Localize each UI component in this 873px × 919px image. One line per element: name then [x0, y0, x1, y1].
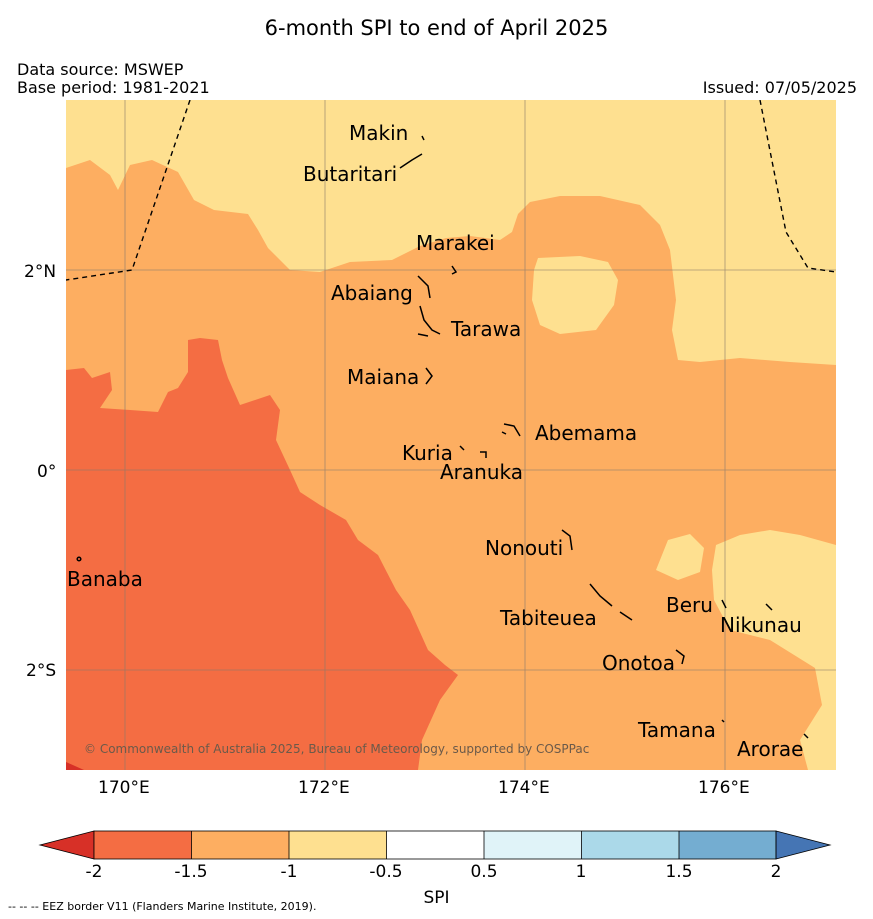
- colorbar-tick: -1: [280, 862, 298, 882]
- colorbar-extend-low: [38, 830, 95, 860]
- place-label-kuria: Kuria: [402, 441, 453, 465]
- copyright-credit: © Commonwealth of Australia 2025, Bureau…: [84, 742, 590, 756]
- eez-legend-note: -- -- -- EEZ border V11 (Flanders Marine…: [8, 900, 317, 913]
- spi-zone-severely-dry: [66, 338, 458, 770]
- lat-label-2n: 2°N: [24, 262, 57, 282]
- nikunau-island-shape: [765, 603, 773, 611]
- place-label-tarawa: Tarawa: [451, 317, 522, 341]
- lat-label-2s: 2°S: [26, 661, 57, 681]
- onotoa-island-shape: [675, 649, 685, 665]
- colorbar-extend-high: [775, 830, 832, 860]
- eez-border: [66, 100, 836, 281]
- base-period-label: Base period: 1981-2021: [17, 78, 210, 97]
- data-source-label: Data source: MSWEP: [17, 60, 184, 79]
- arorae-island-shape: [803, 733, 809, 739]
- colorbar-segment: [581, 831, 679, 859]
- banaba-island-shape: [76, 556, 82, 562]
- colorbar-segment: [191, 831, 289, 859]
- colorbar-tick: -1.5: [174, 862, 208, 882]
- place-label-beru: Beru: [666, 593, 713, 617]
- island-outlines: [76, 135, 809, 739]
- colorbar-segment: [679, 831, 776, 859]
- colorbar-segment: [386, 831, 484, 859]
- colorbar-tick: 1: [575, 862, 587, 882]
- nonouti-island-shape: [561, 529, 573, 551]
- place-label-tamana: Tamana: [638, 718, 716, 742]
- colorbar-segment: [94, 831, 192, 859]
- aranuka-island-shape: [480, 451, 487, 458]
- spi-zone-mildly-dry-north: [66, 100, 836, 365]
- place-label-arorae: Arorae: [737, 737, 804, 761]
- spi-zone-mildly-dry-southeast: [712, 530, 836, 770]
- abemama-island-shape: [501, 423, 521, 437]
- place-label-nikunau: Nikunau: [720, 613, 802, 637]
- lon-label-170e: 170°E: [98, 778, 150, 798]
- place-label-abemama: Abemama: [535, 421, 638, 445]
- lon-label-174e: 174°E: [498, 778, 550, 798]
- tabiteuea-island-shape: [589, 583, 633, 621]
- spi-zone-mildly-dry-east-small: [656, 534, 704, 580]
- colorbar-label: SPI: [423, 888, 450, 908]
- butaritari-island-shape: [399, 153, 423, 169]
- marakei-island-shape: [451, 265, 458, 275]
- lat-label-equator: 0°: [37, 462, 57, 482]
- place-label-banaba: Banaba: [67, 567, 143, 591]
- colorbar-tick: 1.5: [665, 862, 693, 882]
- spi-colorbar: [38, 830, 832, 860]
- place-label-abaiang: Abaiang: [331, 281, 413, 305]
- place-label-aranuka: Aranuka: [440, 460, 523, 484]
- place-label-tabiteuea: Tabiteuea: [500, 606, 597, 630]
- spi-zone-extremely-dry: [66, 762, 84, 770]
- colorbar-tick: -2: [85, 862, 103, 882]
- place-label-marakei: Marakei: [416, 231, 495, 255]
- maiana-island-shape: [425, 367, 433, 385]
- kuria-island-shape: [459, 445, 465, 451]
- abaiang-island-shape: [417, 275, 431, 299]
- colorbar-tick: -0.5: [369, 862, 403, 882]
- graticule: [66, 100, 836, 770]
- tamana-island-shape: [721, 719, 725, 723]
- makin-island-shape: [421, 135, 425, 141]
- issued-date-label: Issued: 07/05/2025: [702, 78, 857, 97]
- colorbar-tick: 0.5: [470, 862, 498, 882]
- spi-map: [66, 100, 836, 770]
- colorbar-tick: 2: [770, 862, 782, 882]
- place-label-makin: Makin: [349, 121, 409, 145]
- beru-island-shape: [721, 599, 727, 609]
- place-label-nonouti: Nonouti: [485, 536, 564, 560]
- spi-zone-mildly-dry-speck: [366, 218, 376, 228]
- colorbar-segment: [484, 831, 582, 859]
- place-label-maiana: Maiana: [347, 365, 420, 389]
- tarawa-island-shape: [417, 305, 441, 337]
- place-label-onotoa: Onotoa: [602, 651, 675, 675]
- map-title: 6-month SPI to end of April 2025: [264, 16, 609, 40]
- lon-label-176e: 176°E: [698, 778, 750, 798]
- place-label-butaritari: Butaritari: [303, 162, 398, 186]
- spi-zone-mildly-dry-pocket: [532, 256, 618, 334]
- lon-label-172e: 172°E: [298, 778, 350, 798]
- colorbar-segment: [289, 831, 387, 859]
